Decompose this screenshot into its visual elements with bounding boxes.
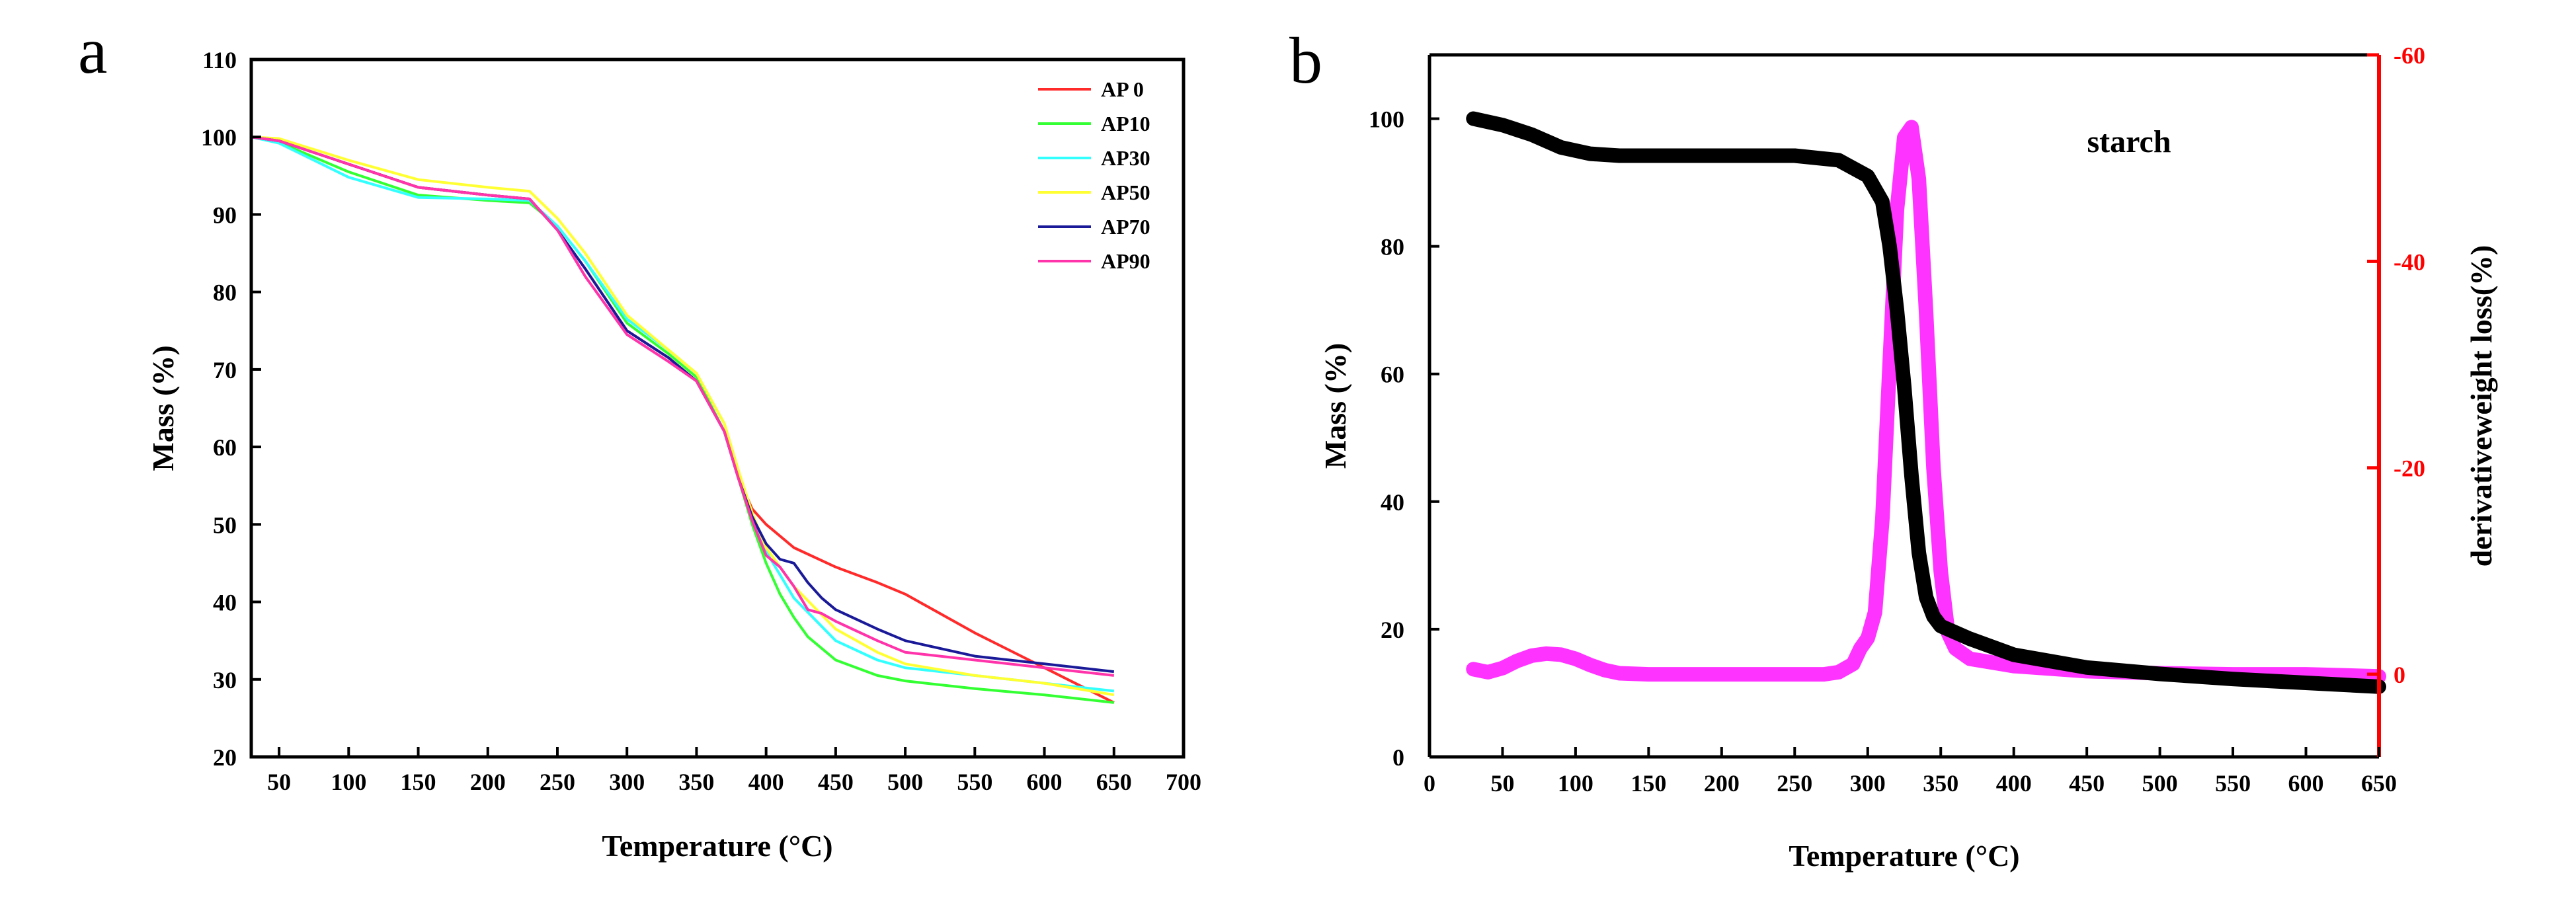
x-tick-label: 0 [1424,770,1435,797]
y-tick-label: 110 [202,47,237,73]
series-line-ap50 [251,136,1115,697]
x-tick-label: 450 [818,769,854,795]
plot-frame [249,58,1186,759]
right-axis-title: derivativeweight loss(%) [2464,245,2498,567]
x-tick-label: 700 [1166,769,1201,795]
x-tick-label: 200 [1704,770,1740,797]
y-tick-label: 60 [213,434,237,461]
right-tick-label: -60 [2394,42,2425,69]
x-tick-label: 150 [401,769,436,795]
x-tick-label: 50 [267,769,291,795]
x-tick-label: 650 [1096,769,1132,795]
legend-label: AP30 [1101,146,1150,170]
x-tick-label: 550 [957,769,992,795]
x-tick-label: 400 [1996,770,2032,797]
series-line-ap10 [251,136,1115,704]
x-tick-label: 200 [470,769,506,795]
x-tick-label: 550 [2215,770,2251,797]
x-tick-label: 450 [2069,770,2105,797]
x-tick-label: 350 [678,769,714,795]
legend: AP 0 AP10 AP30 AP50 AP70 AP90 [1038,77,1150,273]
y-tick-label: 100 [1369,106,1404,133]
x-axis-title: Temperature (°C) [1789,839,2019,873]
y-tick-label: 100 [201,124,237,151]
x-tick-label: 250 [1777,770,1812,797]
y-tick-label: 0 [1392,744,1404,771]
x-tick-label: 400 [748,769,784,795]
y-tick-label: 70 [213,357,237,383]
legend-label: AP70 [1101,215,1150,239]
y-tick-label: 80 [213,280,237,306]
right-tick-label: -40 [2394,249,2425,275]
legend-label: AP50 [1101,180,1150,204]
x-tick-label: 350 [1923,770,1958,797]
right-tick-label: 0 [2394,662,2405,688]
y-axis-title: Mass (%) [1318,343,1352,469]
series-line-mass [1466,111,2386,694]
x-tick-label: 300 [609,769,645,795]
legend-label: AP10 [1101,112,1150,136]
y-tick-label: 40 [1381,489,1404,516]
legend-label: AP 0 [1101,77,1144,101]
x-tick-label: 600 [1027,769,1063,795]
y-axis-title: Mass (%) [146,345,180,471]
y-tick-label: 20 [1381,617,1404,643]
x-tick-label: 50 [1490,770,1514,797]
y-tick-label: 90 [213,202,237,228]
x-axis-title: Temperature (°C) [602,829,832,863]
right-tick-label: -20 [2394,455,2425,482]
x-tick-label: 600 [2288,770,2324,797]
y-tick-label: 40 [213,590,237,616]
y-tick-label: 60 [1381,362,1404,388]
panel-a-letter: a [78,14,107,87]
series-line-ap0 [251,136,1115,704]
chart-a: 50 100 150 200 250 300 350 400 450 500 550 600 650 70… [146,47,1201,863]
x-tick-label: 500 [2142,770,2178,797]
x-tick-label: 250 [540,769,575,795]
x-tick-label: 100 [1558,770,1593,797]
y-tick-label: 50 [213,512,237,538]
y-tick-label: 30 [213,667,237,693]
x-tick-label: 650 [2361,770,2397,797]
y-tick-label: 20 [213,744,237,771]
series-line-ap90 [251,136,1115,677]
legend-label: AP90 [1101,249,1150,273]
series-line-derivative [1466,120,2386,684]
x-tick-label: 100 [331,769,366,795]
x-tick-label: 300 [1850,770,1886,797]
x-tick-label: 500 [887,769,923,795]
x-tick-label: 150 [1630,770,1666,797]
series-line-ap30 [251,136,1115,693]
series-line-ap70 [251,136,1115,674]
chart-b: 0 50 100 150 200 250 300 350 400 450 500 550 600 6500… [1318,42,2498,873]
y-tick-label: 80 [1381,234,1404,260]
panel-b-letter: b [1289,24,1322,97]
starch-annotation: starch [2087,124,2171,159]
